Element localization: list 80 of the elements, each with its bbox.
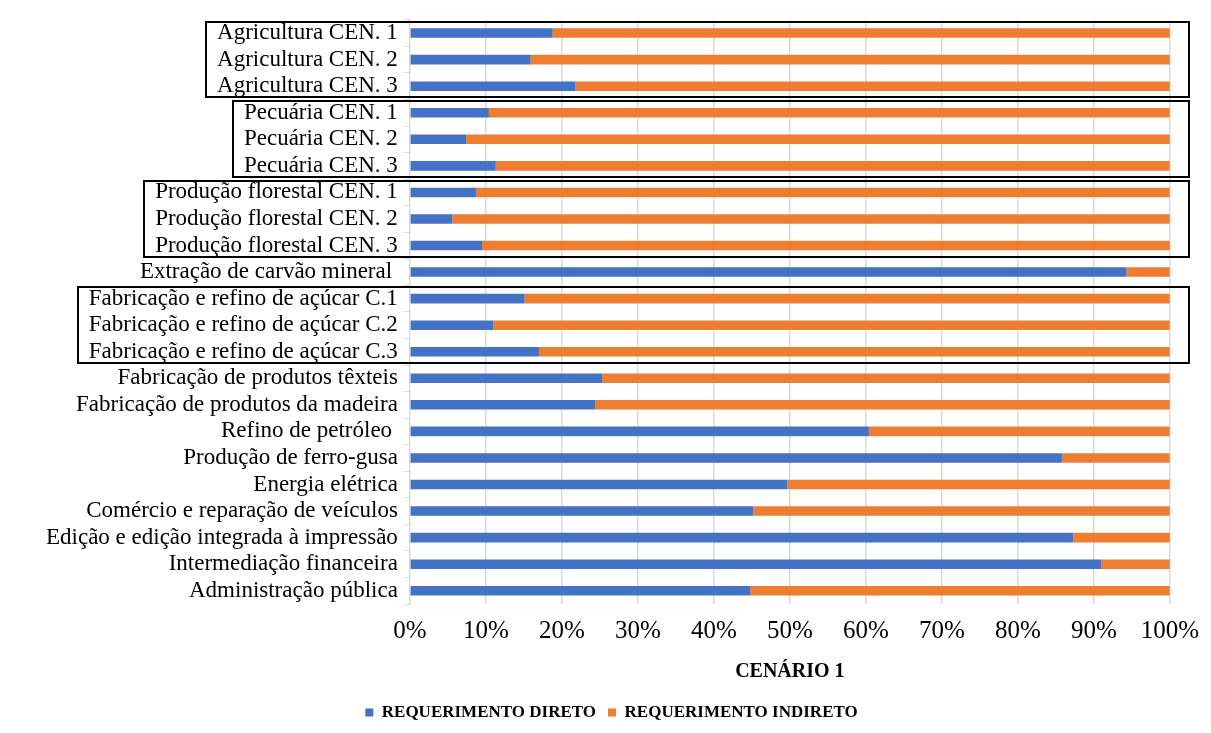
bar (410, 479, 788, 490)
bar (410, 320, 494, 330)
x-tick-label: 90% (1070, 615, 1117, 643)
y-tick-label: Agricultura CEN. 2 (217, 45, 398, 71)
y-tick-label: Refino de petróleo (220, 417, 398, 443)
bar (475, 187, 1170, 198)
bar (410, 506, 754, 516)
bar (410, 107, 489, 118)
bar (868, 426, 1170, 437)
bar (410, 240, 483, 251)
bar (539, 346, 1170, 357)
y-tick-label: Produção florestal CEN. 3 (155, 231, 398, 257)
y-tick-label: Pecuária CEN. 2 (243, 125, 398, 151)
bar (410, 161, 496, 171)
bar (410, 134, 467, 145)
bar (602, 373, 1170, 384)
y-tick-label: Administração pública (189, 576, 398, 602)
x-tick-label: 0% (393, 615, 427, 643)
x-tick-label: 10% (462, 615, 509, 643)
y-tick-label: Agricultura CEN. 3 (217, 72, 398, 98)
legend-label: REQUERIMENTO INDIRETO (624, 701, 858, 721)
y-tick-label: Fabricação e refino de açúcar C.3 (88, 337, 398, 363)
y-tick-label: Extração de carvão mineral (139, 258, 398, 284)
bar (410, 346, 540, 357)
bar (410, 187, 476, 198)
bar (452, 214, 1170, 224)
bar (410, 293, 525, 304)
bar (410, 28, 553, 38)
y-tick-label: Pecuária CEN. 1 (243, 98, 398, 124)
bar (410, 373, 603, 384)
y-tick-label: Produção florestal CEN. 2 (155, 205, 398, 231)
bar (753, 506, 1170, 516)
bar (410, 54, 531, 65)
bar (410, 81, 576, 91)
bar (552, 28, 1170, 38)
bar (482, 240, 1170, 251)
y-tick-label: Edição e edição integrada à impressão (45, 523, 398, 549)
bar (524, 293, 1170, 304)
bar (1061, 453, 1170, 463)
bar (575, 81, 1170, 91)
y-tick-label: Energia elétrica (253, 470, 398, 496)
legend-label: REQUERIMENTO DIRETO (381, 701, 597, 721)
y-tick-label: Fabricação de produtos têxteis (117, 364, 398, 390)
y-tick-label: Pecuária CEN. 3 (243, 151, 398, 177)
bar (1126, 267, 1170, 277)
bar (750, 585, 1170, 596)
bar (493, 320, 1170, 330)
bar (410, 532, 1074, 543)
bar (410, 585, 751, 596)
bar (410, 400, 596, 410)
x-axis-title: CENÁRIO 1 (735, 659, 845, 682)
bar (495, 161, 1170, 171)
x-tick-label: 80% (994, 615, 1041, 643)
y-tick-label: Produção de ferro-gusa (183, 444, 398, 469)
x-tick-label: 100% (1140, 615, 1199, 643)
bar (410, 426, 869, 437)
y-tick-label: Fabricação e refino de açúcar C.1 (88, 284, 398, 310)
bar (1073, 532, 1170, 543)
x-tick-label: 60% (842, 615, 889, 643)
x-tick-label: 30% (614, 615, 661, 643)
y-tick-label: Agricultura CEN. 1 (217, 19, 398, 45)
y-tick-label: Intermediação financeira (168, 550, 398, 576)
bar (530, 54, 1170, 65)
x-tick-label: 70% (918, 615, 965, 643)
bar (410, 453, 1062, 463)
x-tick-label: 20% (538, 615, 585, 643)
bar (410, 267, 1127, 277)
x-tick-label: 40% (690, 615, 737, 643)
bar (1101, 559, 1170, 569)
bar (595, 400, 1170, 410)
bar (466, 134, 1170, 145)
y-tick-label: Fabricação de produtos da madeira (75, 390, 398, 416)
bar (488, 107, 1170, 118)
bar (410, 559, 1102, 569)
x-tick-label: 50% (766, 615, 813, 643)
bar (410, 214, 453, 224)
y-tick-label: Produção florestal CEN. 1 (155, 178, 398, 204)
y-tick-label: Comércio e reparação de veículos (86, 497, 398, 523)
y-tick-label: Fabricação e refino de açúcar C.2 (88, 311, 398, 337)
bar (787, 479, 1170, 490)
